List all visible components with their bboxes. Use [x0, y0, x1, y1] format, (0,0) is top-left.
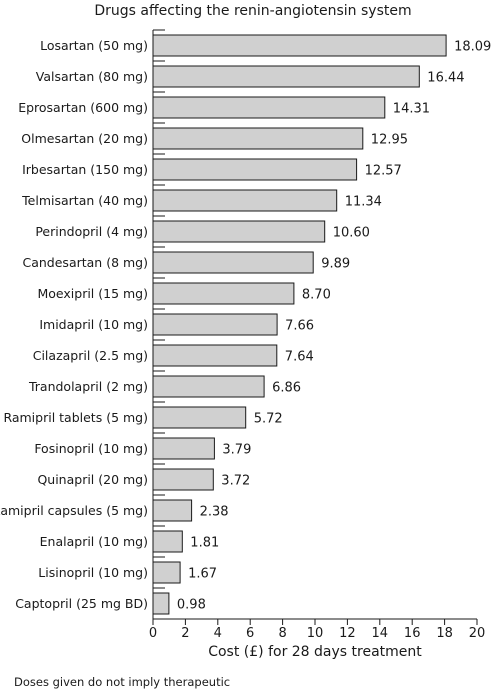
x-tick-label: 16	[404, 626, 421, 641]
footnote: Doses given do not imply therapeutic	[14, 675, 230, 689]
bar	[152, 220, 326, 243]
value-label: 7.66	[285, 319, 314, 334]
value-label: 7.64	[285, 350, 314, 365]
value-label: 6.86	[272, 381, 301, 396]
category-label: Valsartan (80 mg)	[36, 69, 148, 84]
value-label: 2.38	[200, 505, 229, 520]
category-label: Imidapril (10 mg)	[39, 317, 148, 332]
x-tick-label: 4	[214, 626, 222, 641]
bar	[152, 127, 364, 150]
value-label: 16.44	[427, 71, 464, 86]
bar	[152, 561, 181, 584]
bar	[152, 65, 420, 88]
chart-title: Drugs affecting the renin-angiotensin sy…	[94, 3, 411, 19]
x-tick-label: 20	[469, 626, 486, 641]
bar	[152, 189, 338, 212]
x-tick-label: 6	[246, 626, 254, 641]
value-label: 12.57	[365, 164, 402, 179]
x-tick-label: 18	[436, 626, 453, 641]
value-label: 14.31	[393, 102, 430, 117]
value-label: 10.60	[333, 226, 370, 241]
x-axis-title: Cost (£) for 28 days treatment	[208, 644, 422, 660]
category-label: Telmisartan (40 mg)	[21, 193, 148, 208]
value-label: 8.70	[302, 288, 331, 303]
value-label: 12.95	[371, 133, 408, 148]
value-label: 1.81	[190, 536, 219, 551]
category-label: Lisinopril (10 mg)	[38, 565, 148, 580]
bar	[152, 468, 214, 491]
bar	[152, 34, 447, 57]
value-label: 3.72	[221, 474, 250, 489]
value-label: 18.09	[454, 40, 491, 55]
bar	[152, 251, 314, 274]
category-label: Fosinopril (10 mg)	[34, 441, 148, 456]
category-label: Ramipril capsules (5 mg)	[0, 503, 148, 518]
category-label: Irbesartan (150 mg)	[22, 162, 148, 177]
bar	[152, 96, 386, 119]
x-tick-label: 8	[278, 626, 286, 641]
bar	[152, 282, 295, 305]
bar	[152, 592, 170, 615]
category-label: Candesartan (8 mg)	[23, 255, 149, 270]
value-label: 0.98	[177, 598, 206, 613]
category-label: Losartan (50 mg)	[40, 38, 148, 53]
category-label: Cilazapril (2.5 mg)	[33, 348, 148, 363]
category-label: Ramipril tablets (5 mg)	[3, 410, 148, 425]
bar	[152, 406, 247, 429]
category-label: Enalapril (10 mg)	[40, 534, 148, 549]
category-label: Trandolapril (2 mg)	[28, 379, 148, 394]
value-label: 1.67	[188, 567, 217, 582]
category-label: Moexipril (15 mg)	[37, 286, 148, 301]
x-tick-label: 0	[149, 626, 157, 641]
category-label: Eprosartan (600 mg)	[18, 100, 148, 115]
value-label: 3.79	[222, 443, 251, 458]
value-label: 11.34	[345, 195, 382, 210]
bar	[152, 437, 215, 460]
bar	[152, 530, 183, 553]
category-label: Perindopril (4 mg)	[35, 224, 148, 239]
plot-area: Losartan (50 mg) 18.09 Valsartan (80 mg) 16…	[0, 29, 491, 641]
x-tick-label: 2	[181, 626, 189, 641]
x-tick-label: 12	[339, 626, 356, 641]
category-label: Olmesartan (20 mg)	[21, 131, 148, 146]
value-label: 5.72	[254, 412, 283, 427]
x-tick-label: 10	[307, 626, 324, 641]
bar	[152, 313, 278, 336]
bar	[152, 375, 265, 398]
x-tick-label: 14	[372, 626, 389, 641]
category-label: Quinapril (20 mg)	[37, 472, 148, 487]
bar	[152, 344, 278, 367]
bar	[152, 499, 193, 522]
category-label: Captopril (25 mg BD)	[15, 596, 148, 611]
value-label: 9.89	[321, 257, 350, 272]
bar	[152, 158, 358, 181]
